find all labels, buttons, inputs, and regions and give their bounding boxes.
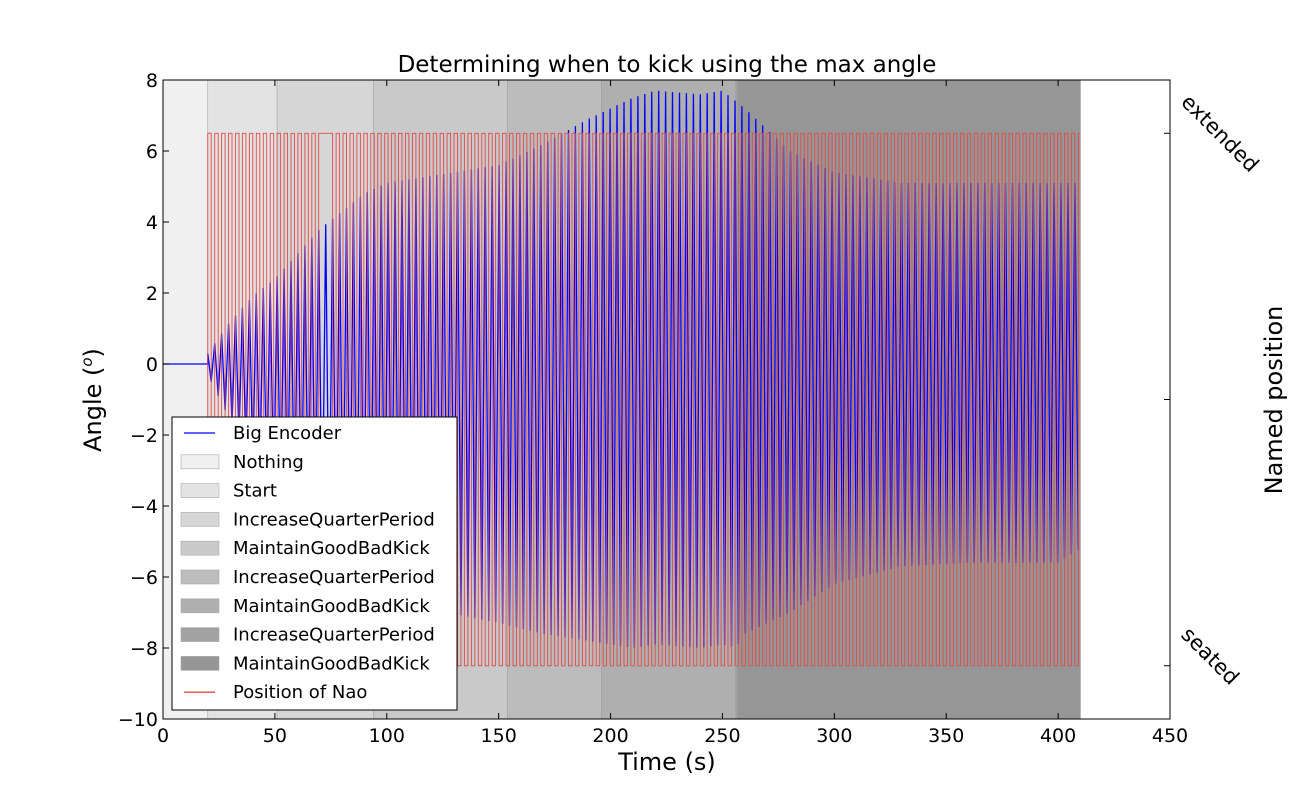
x-tick-label: 250: [704, 725, 740, 747]
named-position-seated: seated: [1176, 622, 1243, 689]
legend-label: Nothing: [233, 452, 304, 473]
y-tick-label: −8: [130, 638, 158, 660]
legend-label: IncreaseQuarterPeriod: [233, 625, 435, 646]
legend-patch-swatch: [180, 540, 220, 556]
x-tick-label: 150: [481, 725, 517, 747]
legend-label: IncreaseQuarterPeriod: [233, 567, 435, 588]
named-position-extended: extended: [1176, 90, 1263, 177]
y-tick-label: 2: [146, 283, 158, 305]
legend-patch-swatch: [180, 656, 220, 671]
legend-label: IncreaseQuarterPeriod: [233, 509, 435, 530]
legend-box: [171, 416, 458, 711]
x-tick-label: 350: [928, 725, 964, 747]
series-position-of-nao: [207, 132, 1081, 667]
y-tick-label: 6: [146, 141, 158, 163]
y-tick-label: 0: [146, 354, 158, 376]
legend-label: MaintainGoodBadKick: [233, 596, 430, 617]
y-tick-label: −6: [130, 567, 158, 589]
legend-patch-swatch: [180, 598, 220, 614]
legend-patch-swatch: [180, 483, 220, 498]
legend-patch-swatch: [180, 627, 220, 642]
legend-label: Start: [233, 481, 277, 502]
legend-patch-swatch: [180, 512, 220, 527]
legend-label: Big Encoder: [233, 423, 342, 444]
x-tick-label: 0: [157, 725, 169, 747]
x-tick-label: 400: [1040, 725, 1076, 747]
chart-title: Determining when to kick using the max a…: [398, 52, 937, 78]
series-layer: [163, 90, 1081, 667]
legend: Big Encoder Nothing Start IncreaseQuarterPe…: [171, 416, 458, 711]
y-tick-label: −4: [130, 496, 158, 518]
y-axis-label-sup: o: [78, 357, 96, 366]
y-tick-label: 4: [146, 212, 158, 234]
y-axis-label-close: ): [79, 348, 107, 357]
x-tick-label: 100: [369, 725, 405, 747]
x-axis: 0 50 100 150 200 250 300 350 400 450: [157, 80, 1188, 747]
legend-label: MaintainGoodBadKick: [233, 538, 430, 559]
region-8: [737, 79, 1081, 720]
right-axis-label: Named position: [1260, 306, 1288, 495]
legend-label: MaintainGoodBadKick: [233, 653, 430, 674]
legend-patch-swatch: [180, 569, 220, 585]
legend-patch-swatch: [180, 454, 220, 470]
x-tick-label: 50: [263, 725, 287, 747]
x-tick-label: 200: [592, 725, 628, 747]
x-tick-label: 450: [1152, 725, 1188, 747]
x-tick-label: 300: [816, 725, 852, 747]
legend-label: Position of Nao: [233, 682, 367, 703]
y-axis-label-text: Angle (: [79, 367, 107, 452]
y-tick-label: −2: [130, 425, 158, 447]
y-axis: 8 6 4 2 0 −2 −4 −6 −8 −10: [118, 70, 169, 731]
y-tick-label: 8: [146, 70, 158, 92]
y-tick-label: −10: [118, 709, 158, 731]
y-axis-label: Angle (o): [78, 348, 107, 452]
right-axis: extended seated: [1164, 90, 1263, 690]
series-big-encoder: [163, 90, 1080, 648]
x-axis-label: Time (s): [617, 748, 716, 776]
